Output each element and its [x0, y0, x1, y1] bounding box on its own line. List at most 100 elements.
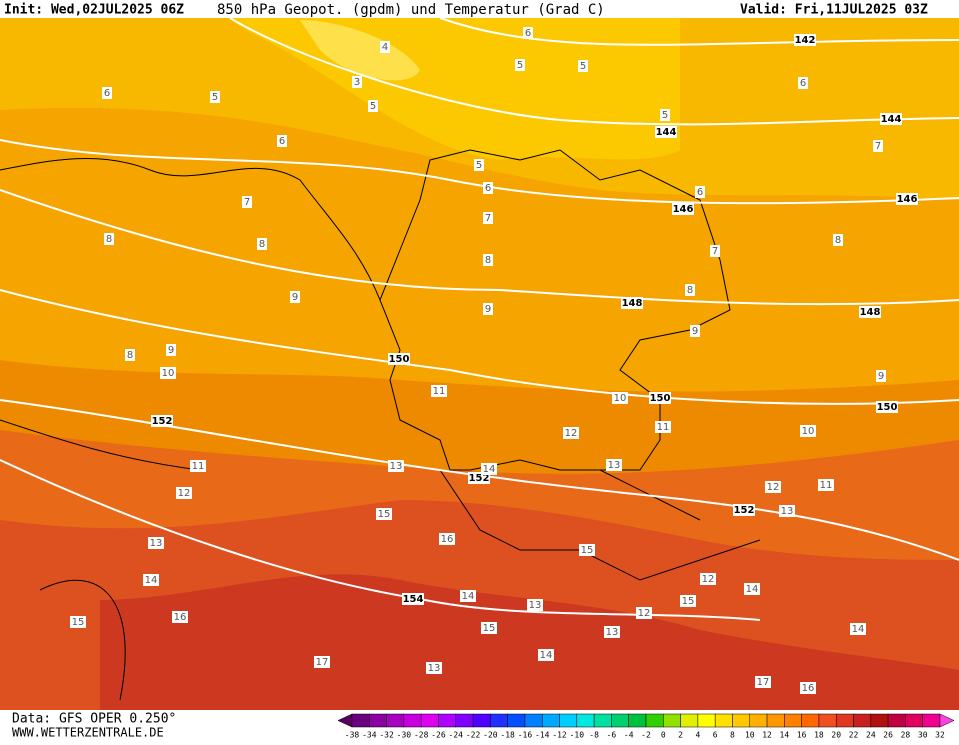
- legend-swatch: [611, 713, 629, 728]
- legend-swatch: [438, 713, 457, 728]
- geopotential-label-bg: [151, 415, 173, 427]
- geopotential-label-bg: [733, 504, 755, 516]
- legend-label: 0: [661, 731, 666, 740]
- legend-swatch: [490, 713, 508, 728]
- temperature-label: 10: [614, 393, 627, 404]
- temperature-label-bg: [474, 159, 484, 171]
- legend-label: -20: [483, 731, 498, 740]
- legend-swatch: [420, 713, 439, 728]
- geopotential-label: 152: [469, 473, 490, 484]
- temperature-label-bg: [104, 233, 114, 245]
- temperature-label: 12: [565, 428, 578, 439]
- legend-swatch: [697, 713, 716, 728]
- data-source: Data: GFS OPER 0.250°: [12, 712, 176, 727]
- temperature-label-bg: [352, 76, 362, 88]
- legend-label: -6: [607, 731, 617, 740]
- temperature-label-bg: [143, 574, 159, 586]
- temperature-label-bg: [744, 583, 760, 595]
- legend-label: -38: [345, 731, 360, 740]
- geopotential-label: 150: [389, 354, 410, 365]
- temperature-label-bg: [680, 595, 696, 607]
- valid-time: Valid: Fri,11JUL2025 03Z: [740, 3, 928, 18]
- temperature-label: 8: [687, 285, 693, 296]
- temperature-label: 13: [606, 627, 619, 638]
- temperature-label-bg: [563, 427, 579, 439]
- geopotential-label: 146: [897, 194, 918, 205]
- legend-label: 24: [866, 731, 876, 740]
- geopotential-label: 154: [403, 594, 424, 605]
- temperature-label-bg: [176, 487, 192, 499]
- legend-label: -26: [431, 731, 446, 740]
- temperature-label-bg: [690, 325, 700, 337]
- temperature-label-bg: [481, 463, 497, 475]
- temperature-label: 12: [702, 574, 715, 585]
- legend-swatch: [524, 713, 543, 728]
- temperature-label: 12: [767, 482, 780, 493]
- temperature-label: 6: [279, 136, 285, 147]
- temperature-label-bg: [660, 109, 670, 121]
- legend-label: 4: [695, 731, 700, 740]
- temperature-label: 9: [168, 345, 174, 356]
- legend-label: 26: [883, 731, 893, 740]
- temperature-label-bg: [314, 656, 330, 668]
- temperature-label: 14: [746, 584, 759, 595]
- temperature-label-bg: [388, 460, 404, 472]
- legend-label: -8: [589, 731, 599, 740]
- temperature-label-bg: [481, 622, 497, 634]
- temperature-label-bg: [102, 87, 112, 99]
- legend-arrow-right: [939, 713, 955, 728]
- temperature-label: 13: [781, 506, 794, 517]
- geopotential-label-bg: [859, 306, 881, 318]
- temperature-label: 14: [462, 591, 475, 602]
- temperature-label: 15: [72, 617, 85, 628]
- temperature-label-bg: [431, 385, 447, 397]
- legend-label: 14: [780, 731, 790, 740]
- legend-label: 20: [831, 731, 841, 740]
- temperature-label: 14: [483, 464, 496, 475]
- temperature-label-bg: [579, 544, 595, 556]
- legend-swatch: [784, 713, 802, 728]
- legend-label: -12: [552, 731, 567, 740]
- temperature-label: 15: [378, 509, 391, 520]
- legend-swatch: [645, 713, 664, 728]
- temperature-label: 7: [712, 246, 718, 257]
- init-time: Init: Wed,02JUL2025 06Z: [4, 3, 184, 18]
- temperature-label: 11: [820, 480, 833, 491]
- temperature-label-bg: [242, 196, 252, 208]
- temperature-label-bg: [685, 284, 695, 296]
- temperature-label-bg: [606, 459, 622, 471]
- legend-swatch: [801, 713, 820, 728]
- legend-label: -18: [500, 731, 515, 740]
- geopotential-label: 148: [860, 307, 881, 318]
- temperature-label-bg: [800, 425, 816, 437]
- temperature-label-bg: [876, 370, 886, 382]
- temperature-label: 14: [145, 575, 158, 586]
- geopotential-label-bg: [621, 297, 643, 309]
- legend-swatch: [386, 713, 405, 728]
- temperature-label: 12: [178, 488, 191, 499]
- legend-swatch: [576, 713, 595, 728]
- temperature-label: 4: [382, 42, 388, 53]
- legend-label: -14: [535, 731, 550, 740]
- legend-swatch: [887, 713, 906, 728]
- temperature-label: 9: [692, 326, 698, 337]
- temperature-label: 9: [485, 304, 491, 315]
- temperature-label-bg: [700, 573, 716, 585]
- temperature-label-bg: [160, 367, 176, 379]
- legend-swatch: [541, 713, 560, 728]
- geopotential-label-bg: [896, 193, 918, 205]
- temperature-label: 5: [370, 101, 376, 112]
- temperature-label-bg: [695, 186, 705, 198]
- temperature-label: 13: [608, 460, 621, 471]
- temperature-label-bg: [818, 479, 834, 491]
- legend-swatch: [628, 713, 647, 728]
- legend-label: 12: [762, 731, 772, 740]
- temperature-label: 11: [433, 386, 446, 397]
- legend-swatch: [507, 713, 526, 728]
- legend-label: -16: [518, 731, 533, 740]
- legend-swatch: [455, 713, 474, 728]
- geopotential-label: 144: [656, 127, 677, 138]
- legend-label: 10: [745, 731, 755, 740]
- legend-label: 22: [849, 731, 859, 740]
- temperature-label: 6: [104, 88, 110, 99]
